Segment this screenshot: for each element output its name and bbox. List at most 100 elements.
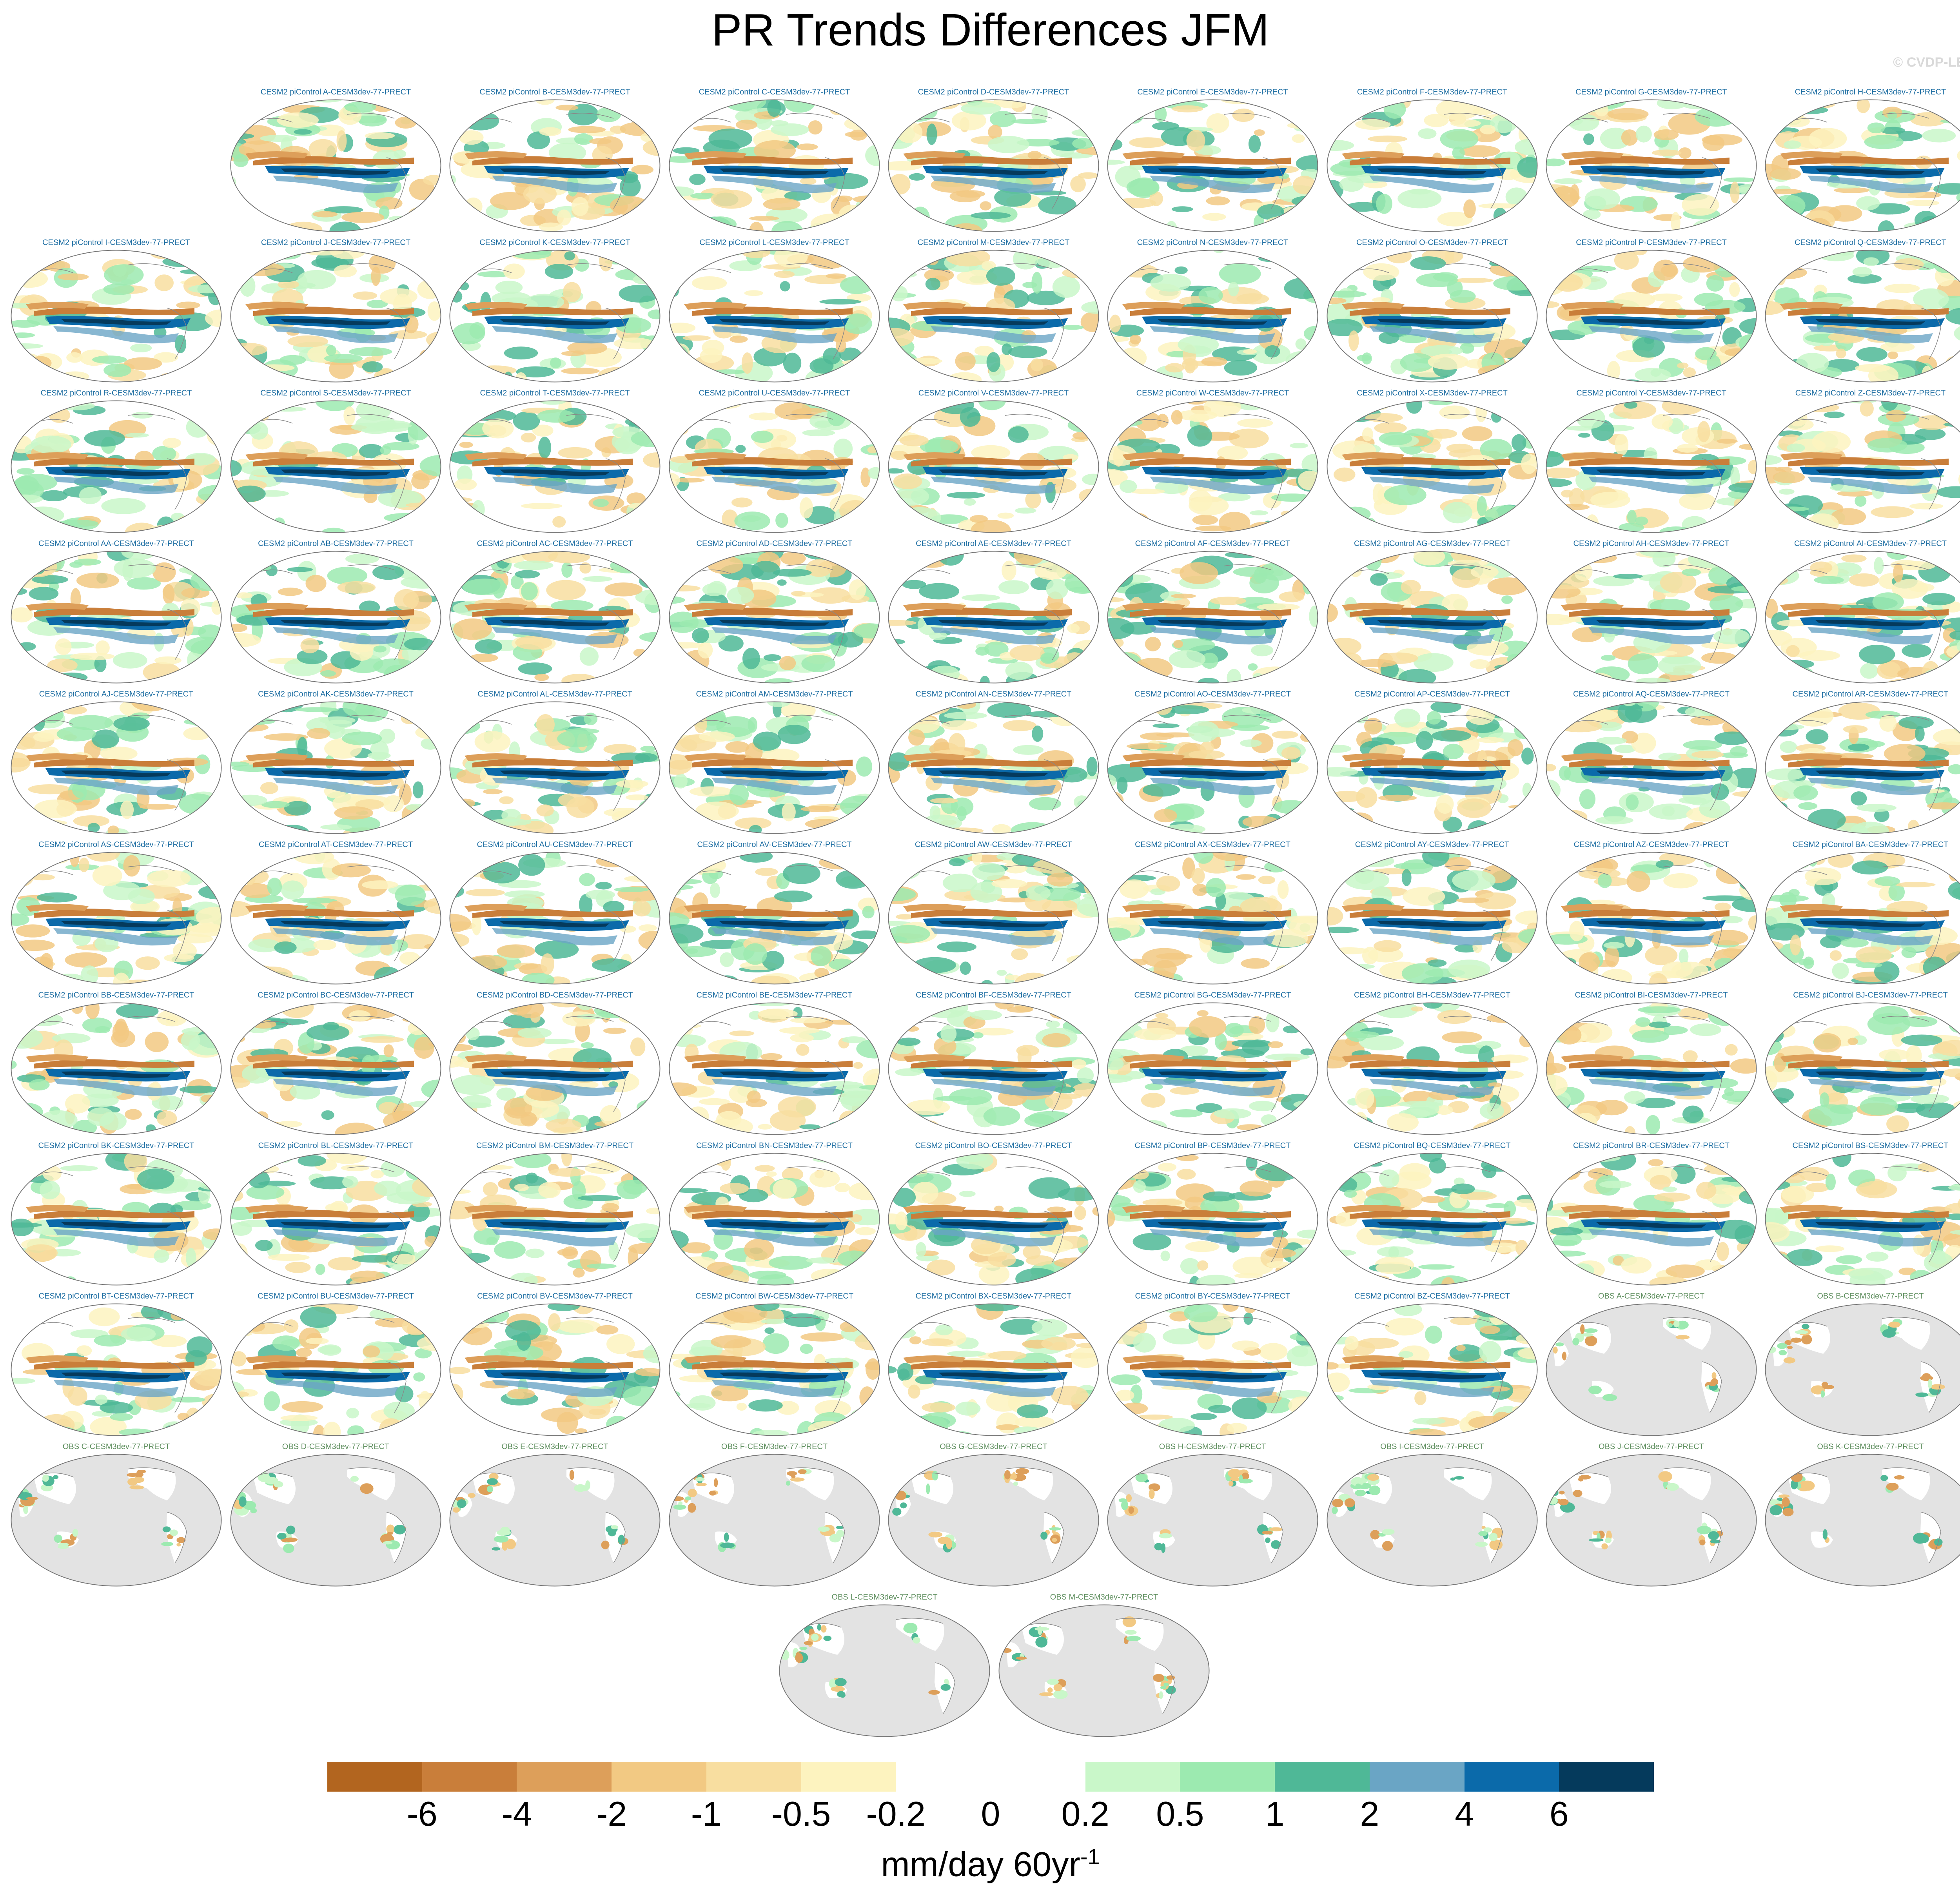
panel-title: CESM2 piControl BQ-CESM3dev-77-PRECT bbox=[1354, 1141, 1511, 1150]
colorbar-swatch bbox=[1559, 1762, 1654, 1792]
map-image bbox=[1546, 852, 1757, 985]
model-map-panel: CESM2 piControl B-CESM3dev-77-PRECT bbox=[446, 87, 663, 234]
panel-title: CESM2 piControl BF-CESM3dev-77-PRECT bbox=[916, 991, 1071, 999]
model-map-panel: CESM2 piControl Z-CESM3dev-77-PRECT bbox=[1762, 388, 1960, 535]
model-map-panel: CESM2 piControl BK-CESM3dev-77-PRECT bbox=[8, 1141, 225, 1288]
colorbar-tick-label: 4 bbox=[1455, 1794, 1474, 1833]
map-image bbox=[1107, 852, 1318, 985]
map-image bbox=[1765, 99, 1960, 232]
panel-title: CESM2 piControl BO-CESM3dev-77-PRECT bbox=[915, 1141, 1072, 1150]
panel-title: CESM2 piControl BJ-CESM3dev-77-PRECT bbox=[1793, 991, 1948, 999]
obs-map-panel: OBS L-CESM3dev-77-PRECT bbox=[776, 1592, 993, 1739]
model-map-panel: CESM2 piControl AO-CESM3dev-77-PRECT bbox=[1104, 689, 1321, 836]
map-image bbox=[1546, 1153, 1757, 1286]
panel-title: CESM2 piControl BW-CESM3dev-77-PRECT bbox=[695, 1292, 854, 1301]
map-image bbox=[669, 852, 880, 985]
map-image bbox=[888, 1002, 1099, 1135]
model-map-panel: CESM2 piControl BD-CESM3dev-77-PRECT bbox=[446, 990, 663, 1137]
map-image bbox=[1765, 701, 1960, 834]
map-image bbox=[1327, 1454, 1538, 1587]
panel-title: CESM2 piControl AL-CESM3dev-77-PRECT bbox=[477, 690, 632, 698]
panel-title: CESM2 piControl BV-CESM3dev-77-PRECT bbox=[477, 1292, 633, 1301]
map-image bbox=[11, 551, 222, 684]
map-image bbox=[1765, 1153, 1960, 1286]
panel-title: CESM2 piControl AI-CESM3dev-77-PRECT bbox=[1794, 539, 1947, 548]
map-image bbox=[1765, 852, 1960, 985]
panel-title: CESM2 piControl BB-CESM3dev-77-PRECT bbox=[38, 991, 194, 999]
panel-title: CESM2 piControl BM-CESM3dev-77-PRECT bbox=[476, 1141, 634, 1150]
panel-title: CESM2 piControl BC-CESM3dev-77-PRECT bbox=[257, 991, 414, 999]
colorbar-tick-label: -0.5 bbox=[771, 1794, 831, 1833]
model-map-panel: CESM2 piControl BI-CESM3dev-77-PRECT bbox=[1543, 990, 1760, 1137]
map-image bbox=[1327, 551, 1538, 684]
map-image bbox=[1107, 400, 1318, 533]
map-image bbox=[1327, 852, 1538, 985]
panel-title: CESM2 piControl AV-CESM3dev-77-PRECT bbox=[697, 840, 852, 849]
map-image bbox=[449, 1303, 661, 1436]
map-image bbox=[1765, 400, 1960, 533]
map-image bbox=[230, 701, 441, 834]
map-image bbox=[669, 1153, 880, 1286]
colorbar-tick-label: -1 bbox=[691, 1794, 722, 1833]
map-image bbox=[1546, 1303, 1757, 1436]
model-map-panel: CESM2 piControl BZ-CESM3dev-77-PRECT bbox=[1324, 1291, 1541, 1438]
panel-title: CESM2 piControl BS-CESM3dev-77-PRECT bbox=[1792, 1141, 1949, 1150]
obs-map-panel: OBS H-CESM3dev-77-PRECT bbox=[1104, 1442, 1321, 1589]
panel-title: CESM2 piControl Y-CESM3dev-77-PRECT bbox=[1576, 389, 1726, 397]
map-image bbox=[779, 1604, 990, 1737]
model-map-panel: CESM2 piControl AW-CESM3dev-77-PRECT bbox=[885, 840, 1102, 987]
colorbar-swatch bbox=[991, 1762, 1086, 1792]
panel-title: CESM2 piControl T-CESM3dev-77-PRECT bbox=[480, 389, 630, 397]
map-image bbox=[1546, 400, 1757, 533]
map-image bbox=[888, 1153, 1099, 1286]
model-map-panel: CESM2 piControl AP-CESM3dev-77-PRECT bbox=[1324, 689, 1541, 836]
map-image bbox=[1765, 1303, 1960, 1436]
model-map-panel: CESM2 piControl AN-CESM3dev-77-PRECT bbox=[885, 689, 1102, 836]
panel-title: CESM2 piControl BD-CESM3dev-77-PRECT bbox=[476, 991, 633, 999]
map-image bbox=[449, 1002, 661, 1135]
panel-title: CESM2 piControl BH-CESM3dev-77-PRECT bbox=[1354, 991, 1510, 999]
map-image bbox=[11, 701, 222, 834]
model-map-panel: CESM2 piControl C-CESM3dev-77-PRECT bbox=[666, 87, 883, 234]
map-image bbox=[1107, 1153, 1318, 1286]
colorbar-tick-label: 6 bbox=[1549, 1794, 1569, 1833]
map-image bbox=[11, 400, 222, 533]
panel-title: CESM2 piControl AZ-CESM3dev-77-PRECT bbox=[1573, 840, 1729, 849]
map-image bbox=[669, 400, 880, 533]
model-map-panel: CESM2 piControl O-CESM3dev-77-PRECT bbox=[1324, 238, 1541, 385]
panel-title: CESM2 piControl AN-CESM3dev-77-PRECT bbox=[915, 690, 1072, 698]
map-image bbox=[1107, 701, 1318, 834]
model-map-panel: CESM2 piControl BE-CESM3dev-77-PRECT bbox=[666, 990, 883, 1137]
units-text: mm/day 60yr bbox=[881, 1845, 1080, 1884]
model-map-panel: CESM2 piControl T-CESM3dev-77-PRECT bbox=[446, 388, 663, 535]
panel-title: CESM2 piControl BY-CESM3dev-77-PRECT bbox=[1135, 1292, 1290, 1301]
map-image bbox=[1107, 551, 1318, 684]
map-image bbox=[449, 701, 661, 834]
panel-grid: CESM2 piControl A-CESM3dev-77-PRECT CESM2… bbox=[8, 87, 1960, 1739]
map-image bbox=[230, 1303, 441, 1436]
model-map-panel: CESM2 piControl D-CESM3dev-77-PRECT bbox=[885, 87, 1102, 234]
map-image bbox=[669, 250, 880, 383]
model-map-panel: CESM2 piControl E-CESM3dev-77-PRECT bbox=[1104, 87, 1321, 234]
panel-title: CESM2 piControl A-CESM3dev-77-PRECT bbox=[260, 88, 411, 96]
panel-title: CESM2 piControl BK-CESM3dev-77-PRECT bbox=[38, 1141, 194, 1150]
watermark: © CVDP-LE bbox=[1893, 55, 1960, 70]
map-image bbox=[888, 1454, 1099, 1587]
map-image bbox=[998, 1604, 1210, 1737]
panel-title: OBS B-CESM3dev-77-PRECT bbox=[1817, 1292, 1924, 1301]
map-image bbox=[1765, 250, 1960, 383]
map-image bbox=[11, 250, 222, 383]
panel-title: CESM2 piControl BL-CESM3dev-77-PRECT bbox=[258, 1141, 414, 1150]
model-map-panel: CESM2 piControl BY-CESM3dev-77-PRECT bbox=[1104, 1291, 1321, 1438]
map-image bbox=[449, 400, 661, 533]
map-image bbox=[1546, 551, 1757, 684]
obs-map-panel: OBS I-CESM3dev-77-PRECT bbox=[1324, 1442, 1541, 1589]
map-image bbox=[888, 400, 1099, 533]
panel-title: CESM2 piControl AO-CESM3dev-77-PRECT bbox=[1134, 690, 1291, 698]
panel-title: OBS E-CESM3dev-77-PRECT bbox=[501, 1442, 608, 1451]
map-image bbox=[1107, 1303, 1318, 1436]
model-map-panel: CESM2 piControl N-CESM3dev-77-PRECT bbox=[1104, 238, 1321, 385]
model-map-panel: CESM2 piControl V-CESM3dev-77-PRECT bbox=[885, 388, 1102, 535]
map-image bbox=[888, 250, 1099, 383]
model-map-panel: CESM2 piControl Q-CESM3dev-77-PRECT bbox=[1762, 238, 1960, 385]
